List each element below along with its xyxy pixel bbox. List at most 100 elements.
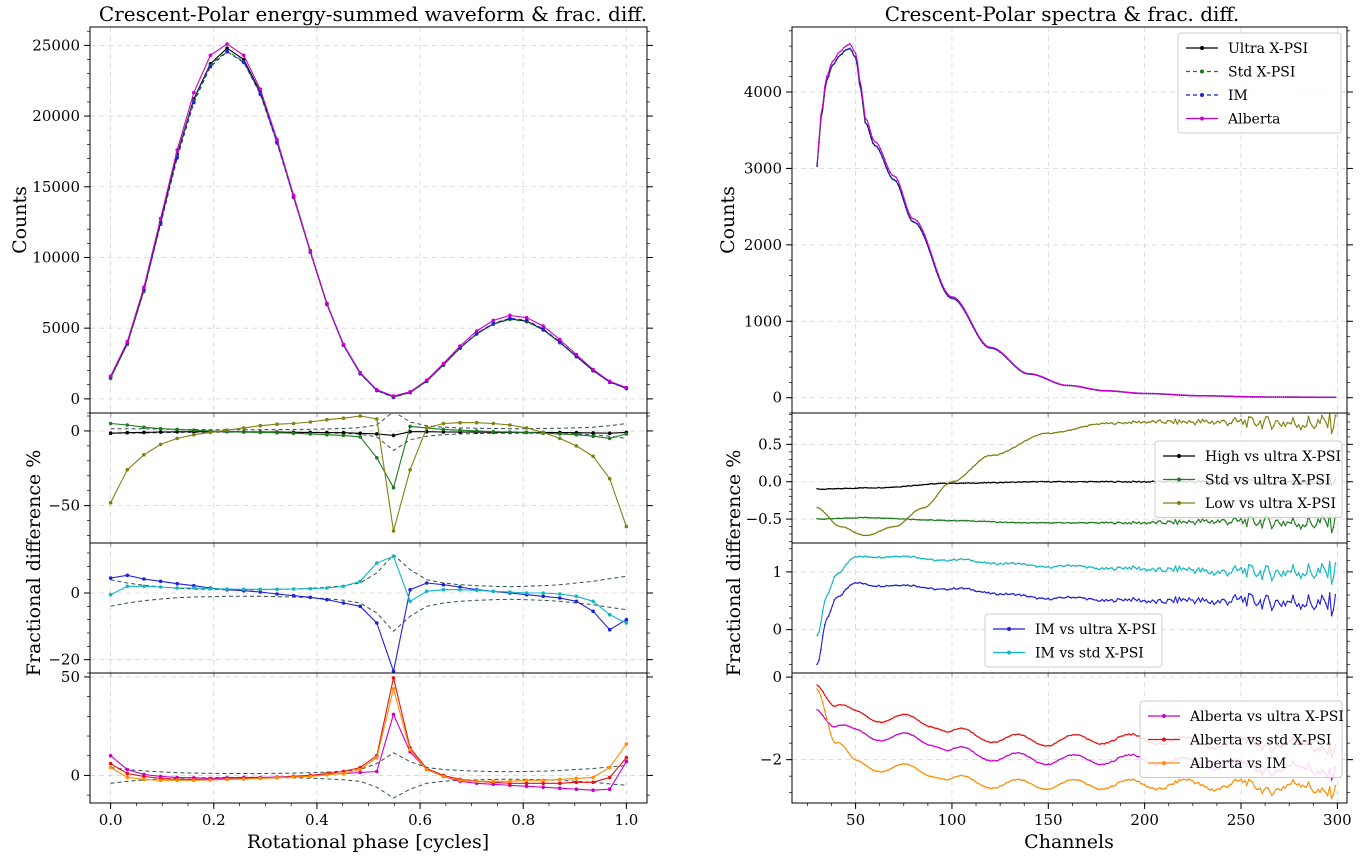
point-alberta bbox=[1084, 386, 1086, 389]
point-alberta bbox=[192, 90, 196, 95]
point-alberta-vs-std-x-psi bbox=[1034, 741, 1036, 743]
point-alberta-vs-ultra-x-psi bbox=[1089, 760, 1092, 762]
point-alberta bbox=[1086, 387, 1088, 389]
point-high-vs-ultra-x-psi bbox=[958, 482, 961, 485]
point-alberta bbox=[1249, 396, 1252, 398]
point-alberta-vs-ultra-x-psi bbox=[964, 746, 967, 749]
point-alberta-vs-ultra-x-psi bbox=[897, 733, 899, 736]
point-alberta-vs-std-x-psi bbox=[953, 728, 955, 731]
point-alberta-vs-ultra-x-psi bbox=[1109, 761, 1111, 764]
point-im bbox=[872, 142, 874, 144]
point-low-vs-ultra-x-psi bbox=[910, 514, 913, 516]
point-alberta-vs-ultra-x-psi bbox=[1020, 752, 1023, 755]
point-std-vs-ultra-x-psi bbox=[1313, 526, 1315, 529]
point-im-vs-ultra-x-psi bbox=[1178, 596, 1181, 599]
point-alberta-vs-std-x-psi bbox=[930, 725, 932, 728]
point-alberta-vs-std-x-psi bbox=[1072, 733, 1075, 736]
point-im bbox=[870, 136, 872, 139]
point-high-vs-ultra-x-psi bbox=[1068, 480, 1071, 483]
point-alberta-vs-ultra-x-psi bbox=[839, 724, 841, 727]
point-im-vs-ultra-x-psi bbox=[1068, 596, 1071, 598]
point-im-vs-ultra-x-psi bbox=[985, 592, 988, 594]
point-low-vs-ultra-x-psi bbox=[491, 421, 496, 426]
point-im-vs-std-x-psi bbox=[375, 561, 379, 565]
point-alberta-vs-std-x-psi bbox=[1128, 733, 1130, 735]
point-alberta-vs-im bbox=[1051, 787, 1053, 790]
point-low-vs-ultra-x-psi bbox=[1215, 421, 1217, 424]
point-im-vs-std-x-psi bbox=[1172, 570, 1175, 572]
point-high-vs-ultra-x-psi bbox=[962, 482, 965, 485]
point-alberta bbox=[841, 49, 843, 51]
point-im-vs-ultra-x-psi bbox=[325, 597, 329, 602]
point-alberta-vs-std-x-psi bbox=[852, 709, 855, 711]
point-std-vs-ultra-x-psi bbox=[1099, 522, 1102, 524]
point-alberta-vs-im bbox=[1093, 787, 1096, 789]
ytick-label: 5000 bbox=[42, 319, 80, 337]
point-low-vs-ultra-x-psi bbox=[1284, 425, 1287, 427]
point-im-vs-std-x-psi bbox=[1278, 573, 1281, 575]
point-std-vs-ultra-x-psi bbox=[947, 520, 949, 522]
point-low-vs-ultra-x-psi bbox=[1249, 416, 1252, 418]
point-alberta-vs-im bbox=[1280, 789, 1283, 791]
point-std-vs-ultra-x-psi bbox=[885, 517, 888, 519]
point-im-vs-ultra-x-psi bbox=[591, 609, 595, 614]
point-im-vs-std-x-psi bbox=[1274, 570, 1277, 572]
point-im-vs-ultra-x-psi bbox=[1201, 597, 1204, 600]
point-high-vs-ultra-x-psi bbox=[1076, 481, 1078, 483]
point-im-vs-ultra-x-psi bbox=[831, 604, 834, 607]
point-im-vs-std-x-psi bbox=[1016, 562, 1019, 565]
point-alberta-vs-im bbox=[524, 778, 529, 783]
point-alberta-vs-im bbox=[1147, 786, 1150, 788]
point-alberta bbox=[1328, 396, 1331, 399]
point-alberta bbox=[945, 291, 947, 293]
point-alberta-vs-im bbox=[962, 775, 965, 777]
point-im-vs-std-x-psi bbox=[1315, 574, 1317, 577]
point-alberta-vs-std-x-psi bbox=[558, 781, 562, 786]
point-im-vs-ultra-x-psi bbox=[935, 588, 938, 591]
point-im-vs-ultra-x-psi bbox=[1022, 594, 1025, 596]
point-alberta-vs-im bbox=[1161, 788, 1163, 790]
point-low-vs-ultra-x-psi bbox=[1255, 425, 1258, 427]
point-high-vs-ultra-x-psi bbox=[1037, 480, 1040, 483]
point-im-vs-ultra-x-psi bbox=[1049, 599, 1051, 601]
point-im-vs-ultra-x-psi bbox=[1062, 597, 1065, 599]
point-alberta-vs-ultra-x-psi bbox=[375, 769, 379, 774]
point-alberta bbox=[358, 370, 363, 375]
point-high-vs-ultra-x-psi bbox=[341, 430, 346, 435]
point-alberta bbox=[1271, 396, 1273, 398]
point-std-vs-ultra-x-psi bbox=[1151, 520, 1154, 523]
point-std-vs-ultra-x-psi bbox=[983, 520, 986, 522]
point-im-vs-ultra-x-psi bbox=[920, 586, 922, 589]
point-alberta-vs-im bbox=[275, 776, 279, 780]
point-im-vs-std-x-psi bbox=[960, 557, 963, 560]
point-low-vs-ultra-x-psi bbox=[1111, 422, 1113, 424]
point-im-vs-std-x-psi bbox=[1078, 564, 1080, 567]
point-alberta-vs-im bbox=[864, 763, 866, 766]
point-alberta-vs-im bbox=[1172, 783, 1175, 785]
point-std-vs-ultra-x-psi bbox=[1082, 522, 1084, 524]
point-low-vs-ultra-x-psi bbox=[1028, 438, 1030, 440]
point-im-vs-ultra-x-psi bbox=[903, 584, 905, 586]
point-std-vs-ultra-x-psi bbox=[1126, 522, 1129, 525]
point-im-vs-std-x-psi bbox=[870, 556, 872, 558]
point-low-vs-ultra-x-psi bbox=[1194, 423, 1196, 426]
point-alberta bbox=[818, 138, 820, 141]
point-low-vs-ultra-x-psi bbox=[926, 505, 928, 508]
point-alberta bbox=[816, 163, 818, 165]
point-alberta-vs-std-x-psi bbox=[991, 741, 994, 743]
point-alberta-vs-std-x-psi bbox=[1045, 745, 1048, 747]
point-alberta-vs-im bbox=[1064, 780, 1067, 783]
point-high-vs-ultra-x-psi bbox=[843, 487, 845, 490]
point-alberta-vs-std-x-psi bbox=[1010, 734, 1013, 736]
point-std-vs-ultra-x-psi bbox=[1305, 524, 1308, 526]
point-std-vs-ultra-x-psi bbox=[1032, 521, 1034, 524]
point-low-vs-ultra-x-psi bbox=[885, 527, 888, 529]
point-high-vs-ultra-x-psi bbox=[1107, 481, 1109, 483]
point-low-vs-ultra-x-psi bbox=[325, 417, 329, 422]
point-alberta-vs-std-x-psi bbox=[1062, 737, 1065, 740]
point-high-vs-ultra-x-psi bbox=[999, 481, 1001, 484]
point-high-vs-ultra-x-psi bbox=[899, 486, 901, 488]
point-alberta-vs-ultra-x-psi bbox=[1105, 762, 1107, 765]
point-std-vs-ultra-x-psi bbox=[1086, 522, 1088, 525]
point-im-vs-std-x-psi bbox=[1186, 569, 1188, 572]
